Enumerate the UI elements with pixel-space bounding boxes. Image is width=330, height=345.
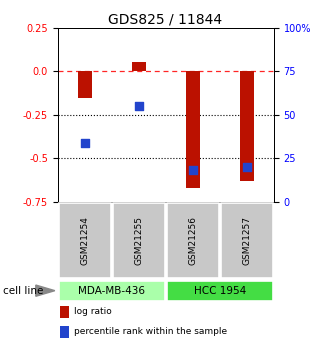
Text: GSM21257: GSM21257 <box>242 216 251 265</box>
Bar <box>240 71 254 181</box>
Text: MDA-MB-436: MDA-MB-436 <box>78 286 145 296</box>
Bar <box>60 326 69 337</box>
Text: GSM21256: GSM21256 <box>188 216 197 265</box>
Point <box>190 168 195 173</box>
Point <box>244 164 249 170</box>
Text: log ratio: log ratio <box>74 307 112 316</box>
Bar <box>60 306 69 318</box>
Text: GDS825 / 11844: GDS825 / 11844 <box>108 12 222 26</box>
Bar <box>186 71 200 188</box>
Bar <box>59 280 165 301</box>
Bar <box>167 280 273 301</box>
Text: GSM21255: GSM21255 <box>134 216 143 265</box>
Text: HCC 1954: HCC 1954 <box>194 286 246 296</box>
Bar <box>59 203 111 278</box>
Bar <box>167 203 219 278</box>
Bar <box>132 62 146 71</box>
Text: cell line: cell line <box>3 286 44 296</box>
Polygon shape <box>36 285 55 296</box>
Text: GSM21254: GSM21254 <box>80 216 89 265</box>
Bar <box>113 203 165 278</box>
Bar <box>78 71 91 98</box>
Point <box>136 103 142 109</box>
Text: percentile rank within the sample: percentile rank within the sample <box>74 327 227 336</box>
Bar <box>221 203 273 278</box>
Point <box>82 140 87 145</box>
